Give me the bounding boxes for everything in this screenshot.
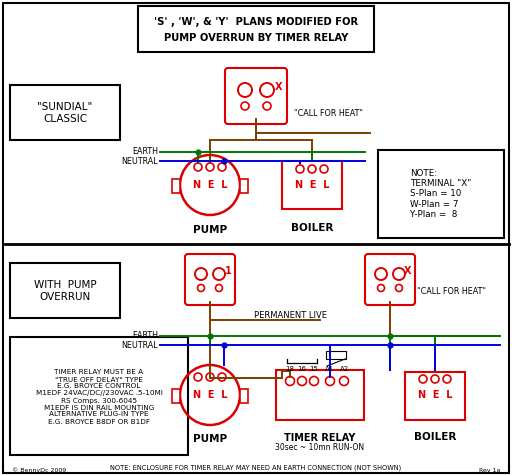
FancyBboxPatch shape — [10, 337, 188, 455]
FancyBboxPatch shape — [240, 389, 248, 403]
Text: X: X — [404, 266, 412, 276]
FancyBboxPatch shape — [405, 372, 465, 420]
Text: TIMER RELAY MUST BE A
"TRUE OFF DELAY" TYPE
E.G. BROYCE CONTROL
M1EDF 24VAC/DC//: TIMER RELAY MUST BE A "TRUE OFF DELAY" T… — [35, 369, 162, 425]
Text: 15: 15 — [310, 366, 318, 372]
FancyBboxPatch shape — [326, 351, 346, 359]
FancyBboxPatch shape — [225, 68, 287, 124]
Text: BOILER: BOILER — [291, 223, 333, 233]
FancyBboxPatch shape — [365, 254, 415, 305]
FancyBboxPatch shape — [138, 6, 374, 52]
Text: EARTH: EARTH — [132, 331, 158, 340]
Text: 1: 1 — [225, 266, 231, 276]
Text: A1: A1 — [325, 366, 335, 372]
FancyBboxPatch shape — [3, 3, 509, 473]
FancyBboxPatch shape — [378, 150, 504, 238]
FancyBboxPatch shape — [172, 179, 180, 193]
Text: PUMP OVERRUN BY TIMER RELAY: PUMP OVERRUN BY TIMER RELAY — [164, 33, 348, 43]
Text: NOTE: ENCLOSURE FOR TIMER RELAY MAY NEED AN EARTH CONNECTION (NOT SHOWN): NOTE: ENCLOSURE FOR TIMER RELAY MAY NEED… — [111, 465, 401, 471]
Text: WITH  PUMP
OVERRUN: WITH PUMP OVERRUN — [34, 280, 96, 302]
Text: PUMP: PUMP — [193, 225, 227, 235]
Text: EARTH: EARTH — [132, 148, 158, 157]
Text: A2: A2 — [339, 366, 349, 372]
Text: 16: 16 — [297, 366, 307, 372]
Text: 'S' , 'W', & 'Y'  PLANS MODIFIED FOR: 'S' , 'W', & 'Y' PLANS MODIFIED FOR — [154, 17, 358, 27]
Text: PERMANENT LIVE: PERMANENT LIVE — [253, 311, 327, 320]
Text: PUMP: PUMP — [193, 434, 227, 444]
Text: Rev 1a: Rev 1a — [479, 467, 500, 473]
Text: NEUTRAL: NEUTRAL — [121, 157, 158, 166]
Text: 18: 18 — [286, 366, 294, 372]
Text: N  E  L: N E L — [193, 180, 227, 190]
FancyBboxPatch shape — [282, 161, 342, 209]
Text: "SUNDIAL"
CLASSIC: "SUNDIAL" CLASSIC — [37, 102, 93, 124]
Text: X: X — [275, 82, 283, 92]
Text: NEUTRAL: NEUTRAL — [121, 340, 158, 349]
FancyBboxPatch shape — [240, 179, 248, 193]
Text: © BennyDc 2009: © BennyDc 2009 — [12, 467, 66, 473]
Text: TIMER RELAY: TIMER RELAY — [284, 433, 356, 443]
Text: N  E  L: N E L — [295, 180, 329, 190]
FancyBboxPatch shape — [172, 389, 180, 403]
Text: 30sec ~ 10mn RUN-ON: 30sec ~ 10mn RUN-ON — [275, 443, 365, 452]
FancyBboxPatch shape — [10, 85, 120, 140]
Text: "CALL FOR HEAT": "CALL FOR HEAT" — [294, 109, 363, 118]
FancyBboxPatch shape — [10, 263, 120, 318]
Text: N  E  L: N E L — [193, 390, 227, 400]
Text: NOTE:
TERMINAL "X"
S-Plan = 10
W-Plan = 7
Y-Plan =  8: NOTE: TERMINAL "X" S-Plan = 10 W-Plan = … — [410, 169, 472, 219]
Text: "CALL FOR HEAT": "CALL FOR HEAT" — [417, 288, 486, 297]
FancyBboxPatch shape — [276, 370, 364, 420]
Text: BOILER: BOILER — [414, 432, 456, 442]
Text: N  E  L: N E L — [418, 390, 452, 400]
FancyBboxPatch shape — [185, 254, 235, 305]
